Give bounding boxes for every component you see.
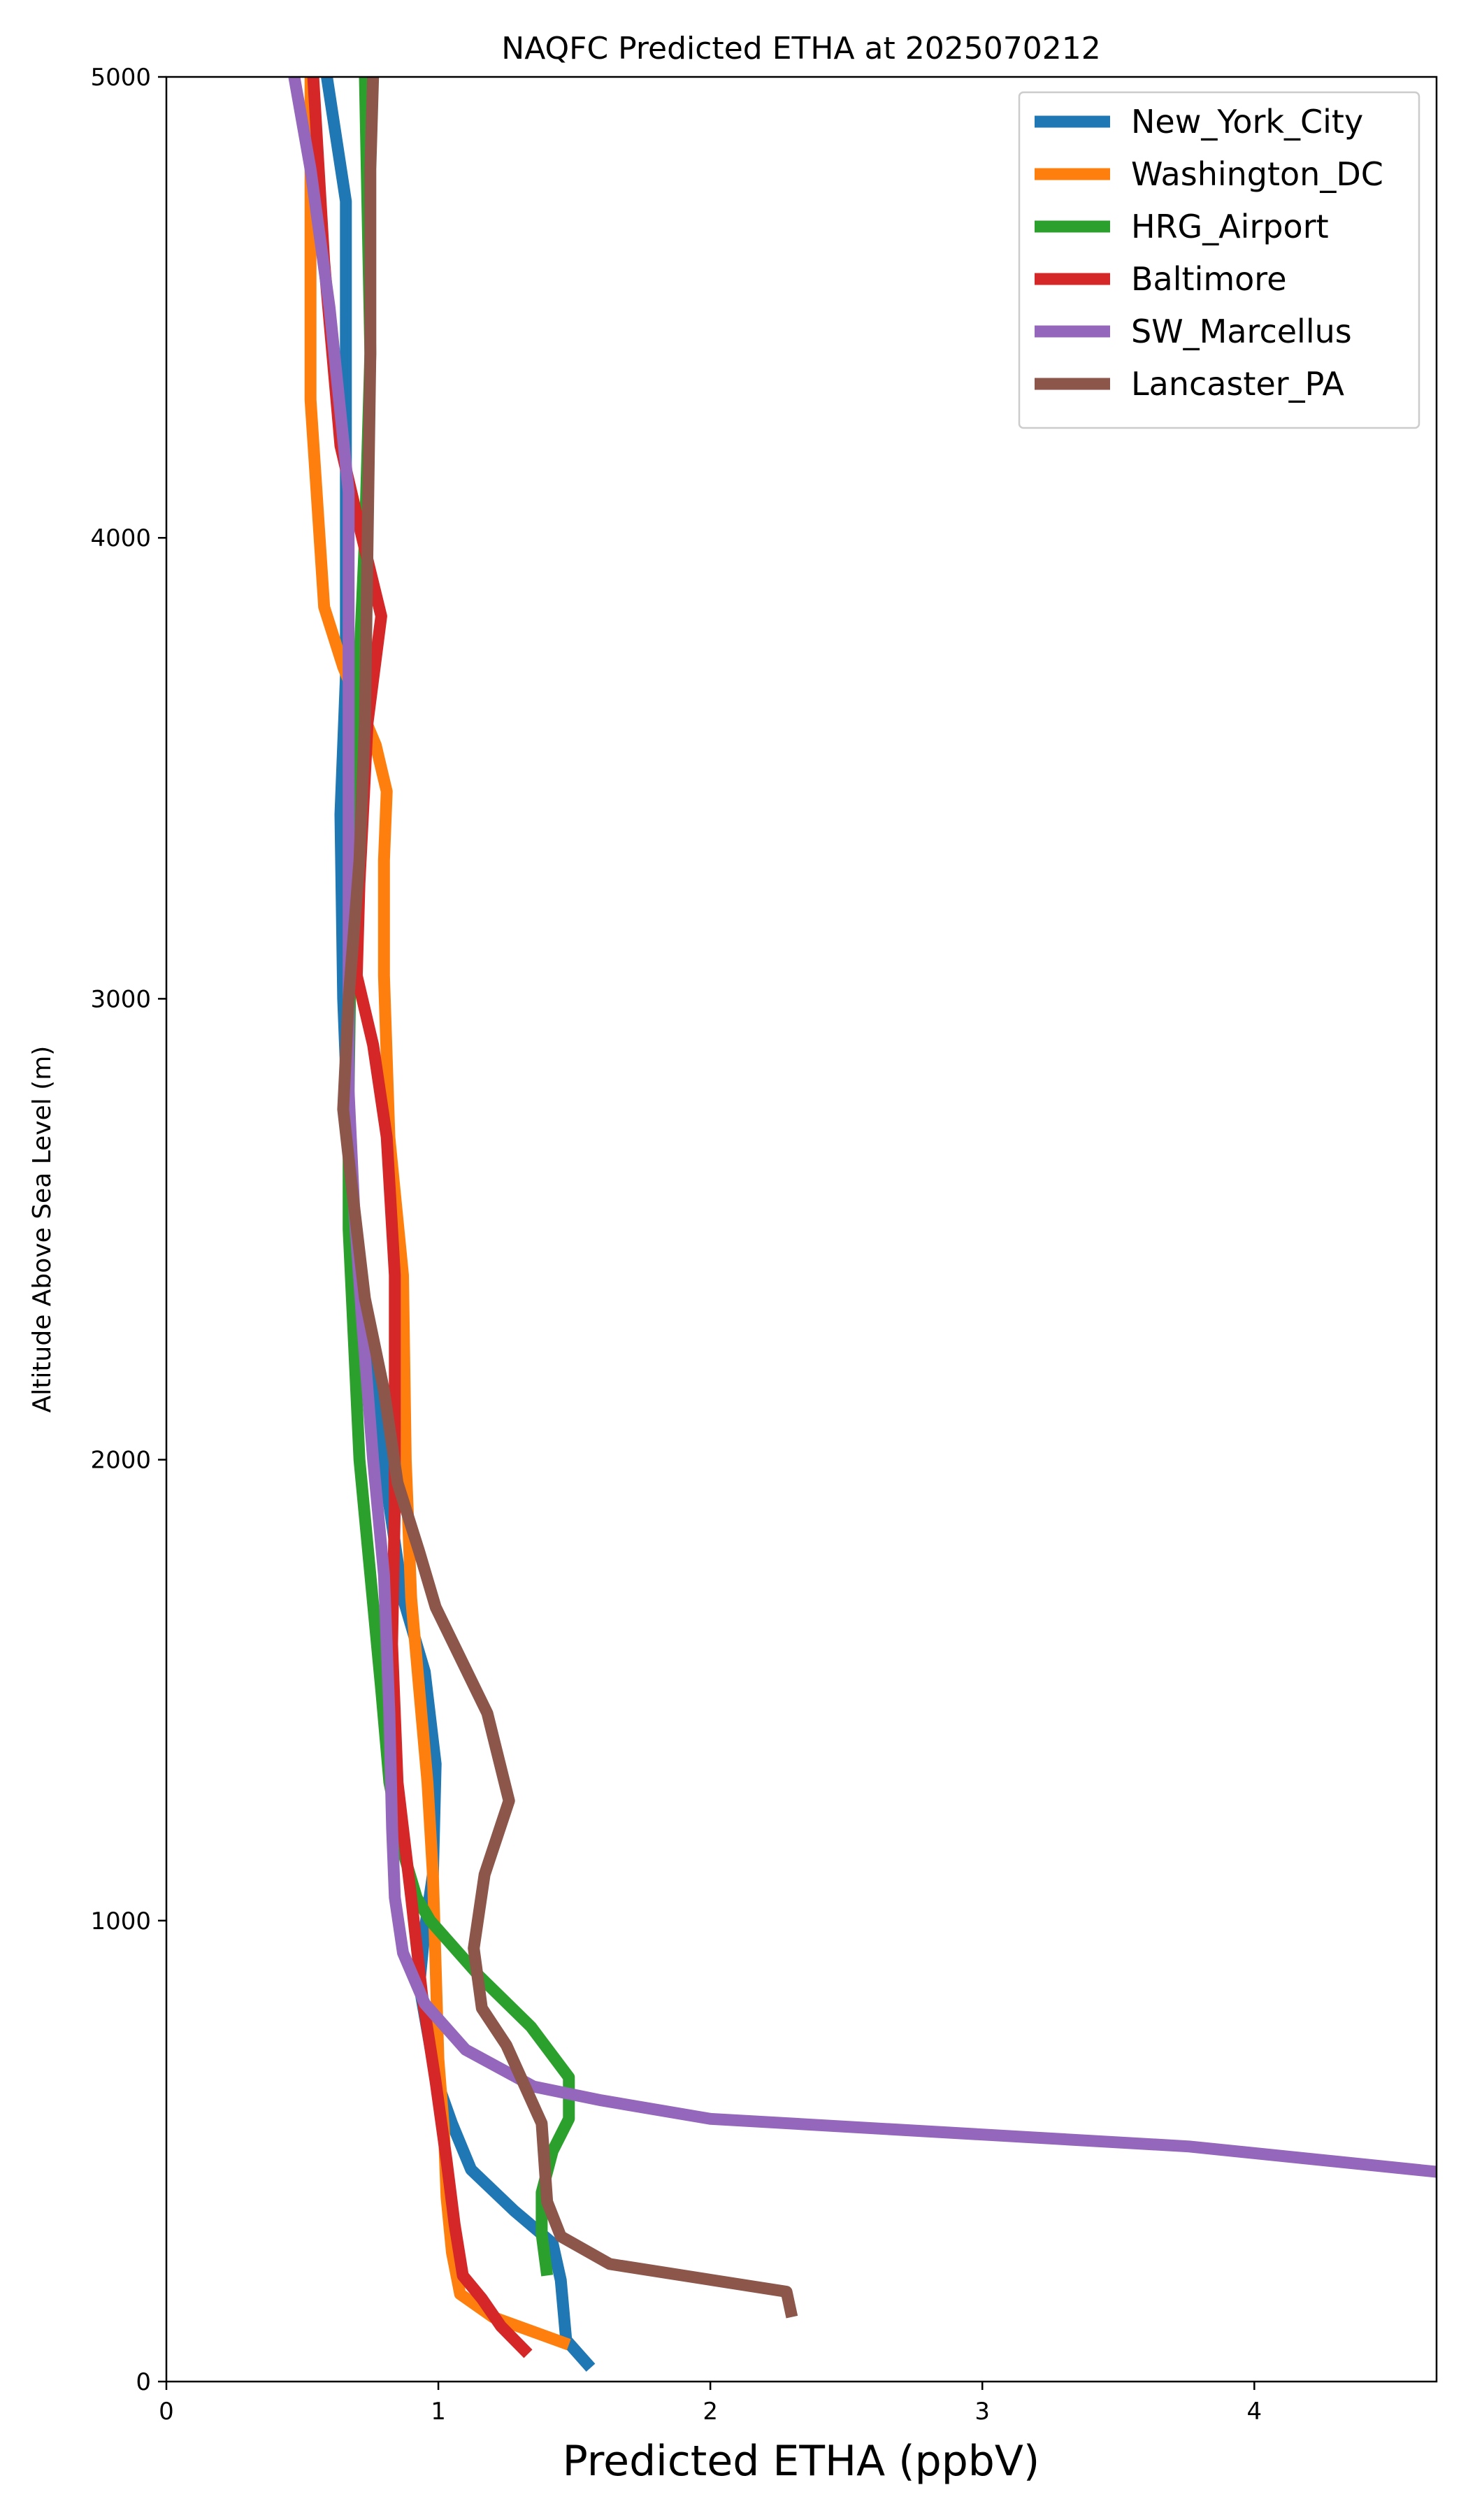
y-axis: 0 1000 2000 3000 4000 5000 [90,64,166,2396]
series-line-lancaster-pa [337,77,798,2319]
legend-label-new-york-city: New_York_City [1131,103,1363,141]
x-tick-label: 3 [974,2398,990,2426]
x-tick-label: 2 [703,2398,718,2426]
y-tick-label: 4000 [90,524,151,552]
chart-title: NAQFC Predicted ETHA at 2025070212 [501,31,1100,66]
series-line-sw-marcellus [288,77,1437,2178]
x-axis-label: Predicted ETHA (ppbV) [563,2437,1040,2486]
legend-label-hrg-airport: HRG_Airport [1131,208,1329,245]
legend-label-washington-dc: Washington_DC [1131,155,1383,193]
y-tick-label: 3000 [90,985,151,1013]
x-tick-label: 4 [1246,2398,1262,2426]
legend-label-lancaster-pa: Lancaster_PA [1131,365,1344,403]
plot-area-frame [165,76,1438,2383]
legend: New_York_City Washington_DC HRG_Airport Bal… [1018,91,1420,429]
x-tick-label: 0 [159,2398,174,2426]
y-tick-label: 5000 [90,64,151,92]
legend-box [1018,91,1420,429]
series-layer [288,77,1437,2372]
legend-label-sw-marcellus: SW_Marcellus [1131,313,1352,350]
legend-label-baltimore: Baltimore [1131,260,1287,298]
y-tick-label: 0 [136,2368,151,2396]
y-tick-label: 1000 [90,1907,151,1935]
x-tick-label: 1 [431,2398,446,2426]
x-axis: 0 1 2 3 4 [159,2382,1262,2426]
y-tick-label: 2000 [90,1447,151,1475]
y-axis-label: Altitude Above Sea Level (m) [28,1046,57,1413]
